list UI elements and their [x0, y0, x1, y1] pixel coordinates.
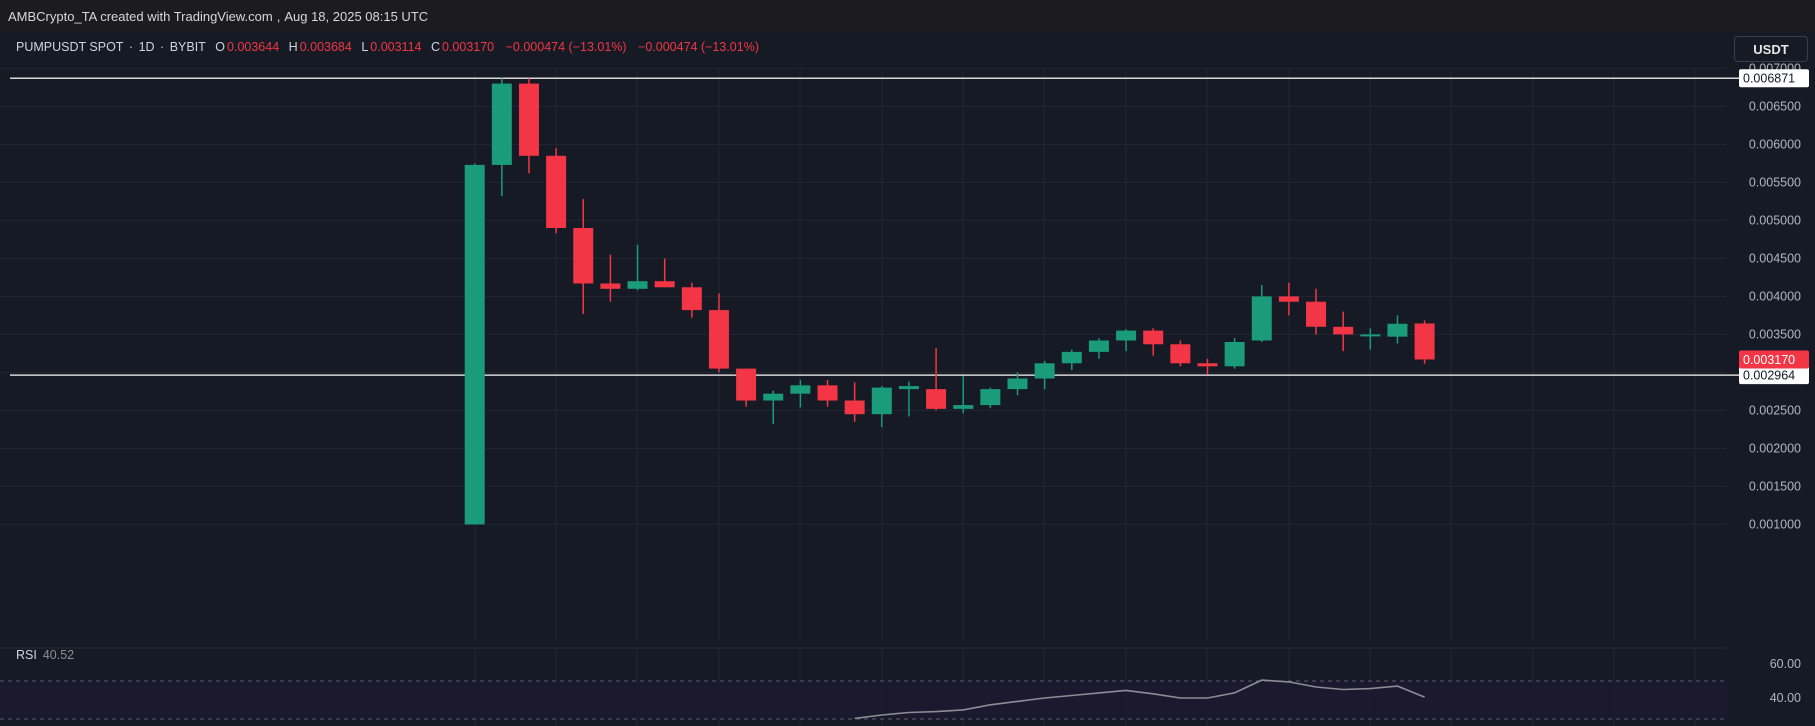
level-price-label: 0.006871 — [1743, 72, 1795, 86]
candle-body — [1224, 342, 1245, 367]
y-tick-label: 0.005000 — [1749, 213, 1801, 227]
change-value-2: −0.000474 (−13.01%) — [638, 40, 759, 54]
chart-area[interactable] — [0, 32, 1815, 726]
candle-body — [1061, 351, 1082, 364]
candle-body — [790, 385, 811, 394]
candle-body — [464, 164, 485, 525]
y-tick-label: 0.006500 — [1749, 99, 1801, 113]
candle-body — [1088, 340, 1109, 352]
close-value: 0.003170 — [442, 40, 495, 54]
open-label: O — [215, 40, 226, 54]
candle-body — [1170, 344, 1191, 364]
candle-body — [1360, 334, 1381, 337]
author-credit: AMBCrypto_TA created with TradingView.co… — [8, 8, 273, 24]
y-tick-label: 0.001500 — [1749, 479, 1801, 493]
y-tick-label: 0.002000 — [1749, 441, 1801, 455]
candle-body — [491, 83, 512, 165]
rsi-legend: RSI 40.52 — [16, 648, 74, 662]
y-tick-label: 0.005500 — [1749, 175, 1801, 189]
candle-body — [844, 400, 865, 415]
rsi-line — [854, 679, 1425, 720]
rsi-tick-label: 40.00 — [1770, 691, 1801, 705]
rsi-value: 40.52 — [42, 648, 75, 662]
y-tick-label: 0.006000 — [1749, 137, 1801, 151]
rsi-band — [0, 681, 1727, 719]
candle-body — [546, 155, 567, 228]
close-label: C — [430, 40, 440, 54]
level-price-label: 0.002964 — [1743, 369, 1795, 383]
open-value: 0.003644 — [227, 40, 280, 54]
candle-body — [518, 83, 539, 156]
y-tick-label: 0.002500 — [1749, 403, 1801, 417]
symbol-name[interactable]: PUMPUSDT SPOT — [16, 40, 124, 54]
high-value: 0.003684 — [299, 40, 352, 54]
y-tick-label: 0.004500 — [1749, 251, 1801, 265]
candle-body — [1251, 296, 1272, 341]
candle-body — [1306, 301, 1327, 327]
currency-button[interactable]: USDT — [1734, 36, 1808, 62]
symbol-legend: PUMPUSDT SPOT · 1D · BYBIT O 0.003644 H 0.… — [16, 40, 759, 54]
snapshot-date: Aug 18, 2025 08:15 UTC — [284, 8, 429, 24]
candle-body — [654, 281, 675, 288]
candle-body — [898, 386, 919, 390]
exchange: BYBIT — [169, 40, 206, 54]
candle-body — [1116, 330, 1137, 341]
y-tick-label: 0.004000 — [1749, 289, 1801, 303]
change-value: −0.000474 (−13.01%) — [505, 40, 627, 54]
last-price-tag — [1739, 350, 1809, 369]
candle-body — [1387, 323, 1408, 337]
candle-body — [871, 387, 892, 415]
candle-body — [1143, 330, 1164, 345]
level-price-tag — [1739, 366, 1809, 385]
candle-body — [980, 389, 1001, 406]
y-tick-label: 0.003500 — [1749, 327, 1801, 341]
level-price-tag — [1739, 69, 1809, 88]
candle-body — [573, 228, 594, 284]
low-label: L — [361, 40, 369, 54]
candle-body — [627, 281, 648, 289]
candle-body — [953, 405, 974, 409]
candle-body — [1414, 323, 1435, 360]
candle-body — [817, 385, 838, 401]
last-price-label: 0.003170 — [1743, 353, 1795, 367]
candle-body — [736, 368, 757, 401]
candle-body — [681, 287, 702, 311]
candle-body — [1197, 363, 1218, 367]
candle-body — [1333, 326, 1354, 335]
candle-body — [1007, 378, 1028, 390]
candle-body — [1278, 296, 1299, 302]
low-value: 0.003114 — [370, 40, 422, 54]
candle-body — [708, 310, 729, 369]
candle-body — [926, 389, 947, 409]
candle-body — [1034, 363, 1055, 379]
rsi-label: RSI — [16, 648, 37, 662]
rsi-tick-label: 60.00 — [1770, 657, 1801, 671]
high-label: H — [288, 40, 298, 54]
y-tick-label: 0.001000 — [1749, 517, 1801, 531]
candle-body — [600, 283, 621, 289]
interval[interactable]: 1D — [138, 40, 155, 54]
chart-header: AMBCrypto_TA created with TradingView.co… — [0, 0, 1815, 32]
candle-body — [763, 393, 784, 401]
